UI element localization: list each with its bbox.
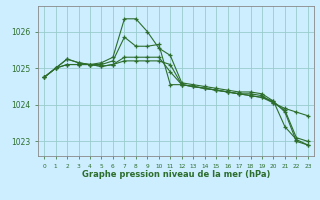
X-axis label: Graphe pression niveau de la mer (hPa): Graphe pression niveau de la mer (hPa)	[82, 170, 270, 179]
